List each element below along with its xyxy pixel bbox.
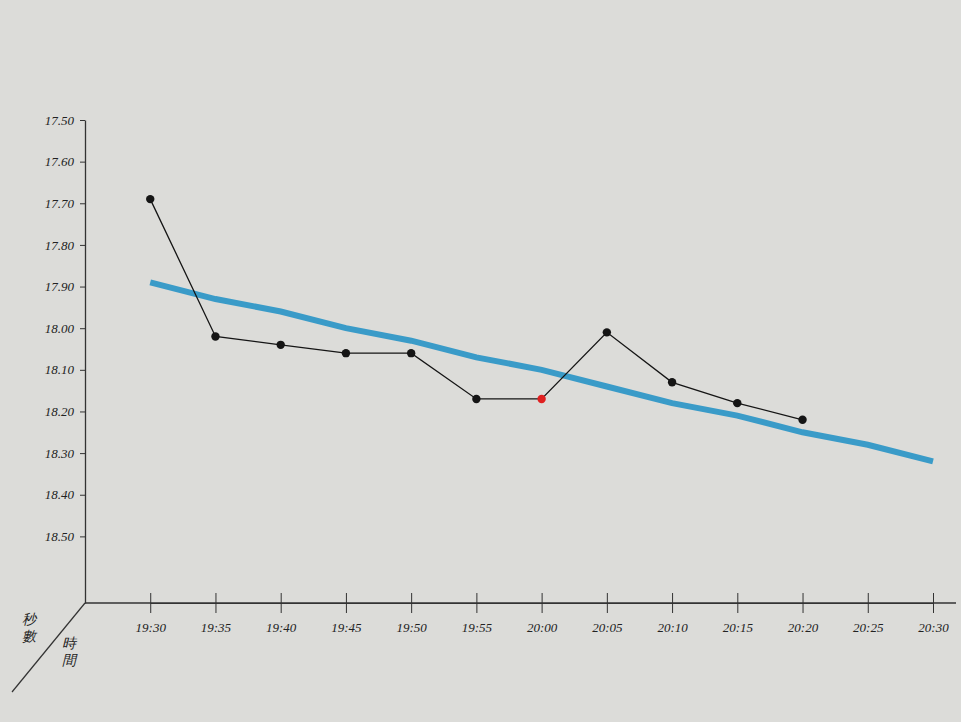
y-tick-mark [80, 536, 85, 537]
x-tick-label: 19:30 [136, 620, 167, 635]
y-tick-label: 17.90 [45, 279, 75, 294]
x-tick: 19:35 [201, 593, 232, 635]
data-point [342, 349, 350, 357]
data-point [537, 395, 545, 403]
x-tick: 20:10 [657, 593, 688, 635]
data-point [798, 416, 806, 424]
x-tick: 19:30 [136, 593, 167, 635]
y-axis-title: 秒數 [22, 612, 38, 644]
x-tick-mark [737, 593, 738, 613]
y-tick: 18.40 [45, 487, 85, 502]
x-tick-mark [542, 593, 543, 613]
x-tick-label: 19:35 [201, 620, 232, 635]
y-tick-mark [80, 245, 85, 246]
y-tick-mark [80, 328, 85, 329]
y-tick-label: 17.60 [45, 154, 75, 169]
x-axis-title: 時間 [62, 636, 78, 668]
y-tick-label: 18.50 [45, 529, 75, 544]
y-tick-label: 18.30 [45, 446, 75, 461]
data-point [146, 195, 154, 203]
x-tick: 20:20 [788, 593, 819, 635]
data-point [276, 341, 284, 349]
x-tick-label: 20:15 [723, 620, 754, 635]
data-point [668, 378, 676, 386]
x-tick-mark [476, 593, 477, 613]
corner-divider [12, 603, 85, 692]
x-tick: 20:25 [853, 593, 884, 635]
x-tick: 20:00 [527, 593, 558, 635]
x-tick-mark [346, 593, 347, 613]
x-tick: 20:05 [592, 593, 623, 635]
y-tick: 17.70 [45, 196, 85, 211]
x-tick-label: 20:05 [592, 620, 623, 635]
y-axis-line [85, 121, 86, 604]
x-tick-mark [803, 593, 804, 613]
x-tick-label: 20:25 [853, 620, 884, 635]
x-tick-mark [672, 593, 673, 613]
x-tick-label: 19:50 [396, 620, 427, 635]
x-tick: 20:15 [723, 593, 754, 635]
y-tick: 17.60 [45, 154, 85, 169]
x-tick: 19:40 [266, 593, 297, 635]
y-tick-label: 17.50 [45, 113, 75, 128]
y-tick-label: 17.80 [45, 238, 75, 253]
data-point [211, 332, 219, 340]
x-tick: 19:45 [331, 593, 362, 635]
y-tick-mark [80, 411, 85, 412]
x-tick-mark [215, 593, 216, 613]
y-tick: 18.10 [45, 362, 85, 377]
x-tick-mark [868, 593, 869, 613]
x-tick: 19:55 [462, 593, 493, 635]
data-point [733, 399, 741, 407]
plot-area [146, 195, 933, 462]
x-tick-label: 20:10 [657, 620, 688, 635]
chart: 19:30 19:35 19:40 19:45 19:50 19:55 20:00 20:05… [0, 0, 961, 722]
x-tick-label: 20:00 [527, 620, 558, 635]
y-tick: 17.80 [45, 238, 85, 253]
y-tick-mark [80, 162, 85, 163]
series-line [150, 199, 802, 420]
x-axis: 19:30 19:35 19:40 19:45 19:50 19:55 20:00 20:05… [136, 593, 950, 635]
y-tick: 17.50 [45, 113, 85, 128]
y-tick: 18.00 [45, 321, 85, 336]
x-tick-mark [933, 593, 934, 613]
data-point [472, 395, 480, 403]
x-tick-label: 19:40 [266, 620, 297, 635]
y-axis: 17.50 17.60 17.70 17.80 17.90 18.00 18.10 18.20… [45, 113, 86, 604]
y-tick-mark [80, 120, 85, 121]
x-tick-label: 20:20 [788, 620, 819, 635]
background [0, 0, 961, 722]
x-tick-label: 19:45 [331, 620, 362, 635]
x-tick-label: 19:55 [462, 620, 493, 635]
x-tick: 19:50 [396, 593, 427, 635]
y-tick-label: 18.00 [45, 321, 75, 336]
y-tick-mark [80, 370, 85, 371]
y-tick-mark [80, 203, 85, 204]
y-tick-label: 18.20 [45, 404, 75, 419]
y-tick: 17.90 [45, 279, 85, 294]
x-tick-mark [607, 593, 608, 613]
y-tick-label: 18.40 [45, 487, 75, 502]
x-tick-mark [281, 593, 282, 613]
y-tick: 18.20 [45, 404, 85, 419]
y-tick-mark [80, 287, 85, 288]
y-tick-label: 18.10 [45, 362, 75, 377]
y-tick-label: 17.70 [45, 196, 75, 211]
y-tick: 18.30 [45, 446, 85, 461]
x-tick: 20:30 [918, 593, 949, 635]
y-tick-mark [80, 453, 85, 454]
y-tick: 18.50 [45, 529, 85, 544]
x-tick-mark [411, 593, 412, 613]
data-point [407, 349, 415, 357]
x-tick-mark [150, 593, 151, 613]
x-tick-label: 20:30 [918, 620, 949, 635]
data-point [603, 328, 611, 336]
y-tick-mark [80, 495, 85, 496]
trend-line [150, 282, 933, 461]
